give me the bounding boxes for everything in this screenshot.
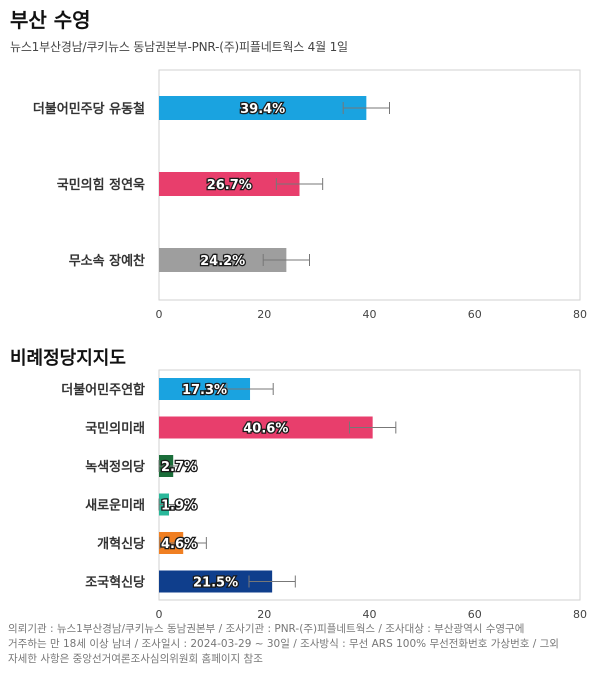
poll-source-subtitle: 뉴스1부산경남/쿠키뉴스 동남권본부-PNR-(주)피플네트웍스 4월 1일: [10, 40, 348, 54]
x-tick-label: 20: [257, 608, 271, 621]
footnote-line: 거주하는 만 18세 이상 남녀 / 조사일시 : 2024-03-29 ~ 3…: [8, 638, 559, 650]
category-label: 새로운미래: [85, 498, 145, 514]
data-label: 21.5%: [193, 576, 238, 591]
data-label: 17.3%: [182, 383, 227, 398]
bar: [159, 96, 367, 120]
category-label: 국민의힘 정연욱: [57, 177, 145, 193]
category-label: 더불어민주연합: [61, 382, 145, 398]
footnote-line: 자세한 사항은 중앙선거여론조사심의위원회 홈페이지 참조: [8, 653, 263, 665]
data-label: 1.9%: [161, 499, 197, 514]
x-tick-label: 80: [573, 608, 587, 621]
category-label: 무소속 장예찬: [69, 253, 145, 269]
category-label: 녹색정의당: [85, 459, 145, 475]
bar: [159, 570, 273, 593]
section-title-party-support: 비례정당지지도: [10, 348, 126, 369]
footnote-line: 의뢰기관 : 뉴스1부산경남/쿠키뉴스 동남권본부 / 조사기관 : PNR-(…: [8, 623, 525, 635]
x-tick-label: 0: [156, 308, 163, 321]
data-label: 24.2%: [200, 254, 245, 269]
bar: [159, 416, 373, 439]
plot-frame: [158, 369, 581, 601]
x-tick-label: 40: [363, 308, 377, 321]
category-label: 국민의미래: [85, 421, 145, 437]
x-tick-label: 0: [156, 608, 163, 621]
category-label: 조국혁신당: [85, 575, 145, 591]
data-label: 26.7%: [207, 178, 252, 193]
x-tick-label: 60: [468, 308, 482, 321]
data-label: 40.6%: [243, 422, 288, 437]
category-label: 더불어민주당 유동철: [33, 101, 145, 117]
data-label: 4.6%: [161, 537, 197, 552]
survey-footnote: 의뢰기관 : 뉴스1부산경남/쿠키뉴스 동남권본부 / 조사기관 : PNR-(…: [8, 622, 592, 667]
x-tick-label: 40: [363, 608, 377, 621]
data-label: 2.7%: [161, 460, 197, 475]
x-tick-label: 60: [468, 608, 482, 621]
category-label: 개혁신당: [97, 536, 145, 552]
page-title: 부산 수영: [10, 8, 91, 32]
x-tick-label: 80: [573, 308, 587, 321]
data-label: 39.4%: [240, 102, 285, 117]
x-tick-label: 20: [257, 308, 271, 321]
